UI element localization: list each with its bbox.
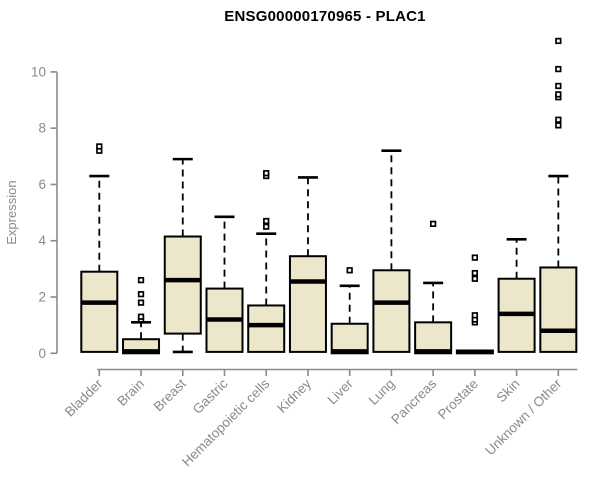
y-axis-tick-label: 10 [31,64,46,79]
outlier-point-hematopoietic-cells [263,170,270,177]
x-axis-category-label: Kidney [274,376,314,416]
outlier-point-prostate [471,269,479,277]
box-bladder [80,270,119,353]
outlier-point-prostate [471,312,479,319]
y-axis-title: Expression [4,180,19,244]
x-axis-category-label: Lung [366,376,398,408]
outlier-point-brain [137,276,145,284]
x-axis-category-label: Brain [114,376,147,409]
outlier-point-unknown-other [555,82,562,90]
outlier-point-brain [137,291,145,298]
outlier-point-brain [137,299,145,306]
y-axis-tick-label: 2 [38,290,46,305]
x-axis-category-label: Pancreas [388,376,439,427]
outlier-point-liver [346,267,353,274]
x-axis-category-label: Breast [151,376,189,414]
outlier-point-hematopoietic-cells [263,223,270,230]
outlier-point-hematopoietic-cells [263,217,270,225]
outlier-point-unknown-other [555,116,562,123]
outlier-point-pancreas [429,220,437,228]
box-hematopoietic-cells [247,304,286,353]
x-axis-category-label: Unknown / Other [482,376,565,459]
x-axis-category-label: Bladder [62,376,106,420]
x-axis-category-label: Prostate [435,376,481,422]
outlier-point-prostate [471,275,479,282]
box-unknown-other [539,266,578,353]
outlier-point-prostate [471,254,479,261]
y-axis-tick-label: 6 [38,177,46,192]
x-axis-category-label: Liver [325,376,357,408]
chart-title: ENSG00000170965 - PLAC1 [224,8,426,25]
x-axis-category-label: Skin [494,376,523,405]
outlier-point-bladder [96,143,103,150]
outlier-point-unknown-other [555,37,562,45]
box-lung [372,269,411,353]
box-kidney [288,255,327,353]
box-breast [163,235,202,335]
outlier-point-unknown-other [555,122,562,129]
y-axis-tick-label: 4 [38,233,46,248]
outlier-point-brain [137,313,145,320]
box-liver [330,322,369,355]
box-pancreas [414,321,453,355]
outlier-point-unknown-other [555,65,562,73]
outlier-point-unknown-other [555,91,562,98]
y-axis-tick-label: 0 [38,346,46,361]
x-axis-category-label: Gastric [190,376,231,417]
y-axis-tick-label: 8 [38,121,46,136]
